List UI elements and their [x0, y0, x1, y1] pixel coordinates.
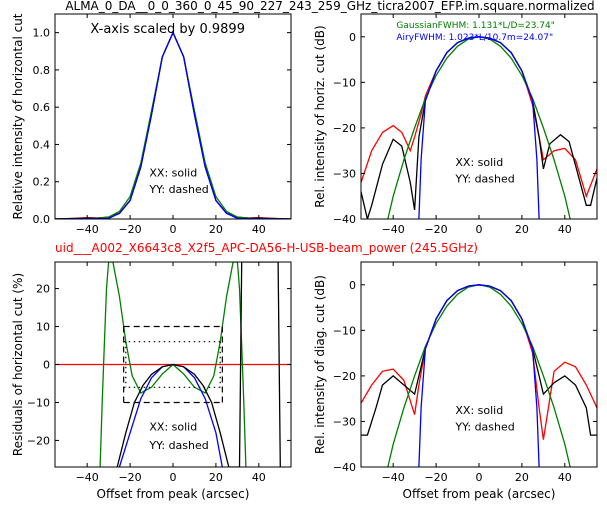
x-axis-label: Offset from peak (arcsec) [97, 487, 250, 501]
annotation: YY: dashed [454, 173, 514, 186]
y-tick-label: 1.0 [33, 27, 51, 40]
y-tick-label: 0.2 [33, 176, 51, 189]
annotation: GaussianFWHM: 1.131*L/D=23.74" [396, 21, 554, 31]
x-tick-label: 0 [476, 223, 483, 236]
x-tick-label: 40 [252, 223, 266, 236]
plot-area [55, 262, 291, 467]
y-tick-label: −40 [333, 461, 356, 474]
x-tick-label: 0 [170, 471, 177, 484]
y-tick-label: −20 [333, 370, 356, 383]
annotation: XX: solid [149, 421, 197, 434]
y-tick-label: 0.6 [33, 101, 51, 114]
x-tick-label: 20 [209, 223, 223, 236]
x-tick-label: 20 [515, 471, 529, 484]
x-tick-label: −20 [424, 471, 447, 484]
annotation: XX: solid [149, 166, 197, 179]
y-tick-label: 10 [36, 321, 50, 334]
y-tick-label: 0.8 [33, 64, 51, 77]
chart-panel-1: −40 −20 0 20 40 0.0 0.2 0.4 0.6 0.8 1.0 Relative in… [11, 13, 292, 236]
annotation: XX: solid [455, 156, 503, 169]
axes-frame [360, 13, 598, 220]
plot-area [361, 284, 597, 467]
y-tick-label: 0 [43, 359, 50, 372]
y-tick-label: 0.4 [33, 138, 51, 151]
x-tick-label: 0 [476, 471, 483, 484]
y-tick-label: 20 [36, 283, 50, 296]
y-tick-label: −20 [333, 122, 356, 135]
y-tick-label: −30 [333, 415, 356, 428]
y-tick-label: −10 [333, 324, 356, 337]
y-axis-label: Relative intensity of horizontal cut [11, 13, 25, 219]
x-axis-label: Offset from peak (arcsec) [403, 487, 556, 501]
x-tick-label: 20 [209, 471, 223, 484]
x-tick-label: 40 [558, 223, 572, 236]
annotation: XX: solid [455, 404, 503, 417]
x-tick-label: 40 [252, 471, 266, 484]
chart-panel-3: −40 −20 0 20 40 −20 −10 0 10 20 Residuals of horiz… [11, 261, 292, 501]
chart-panel-2: −40 −20 0 20 40 0 −10 −20 −30 −40 Rel. intensity o… [313, 13, 598, 236]
annotation: YY: dashed [148, 439, 208, 452]
y-tick-label: −30 [333, 167, 356, 180]
y-axis-label: Rel. intensity of horiz. cut (dB) [313, 25, 327, 207]
y-tick-label: −10 [333, 76, 356, 89]
y-tick-label: 0.0 [33, 213, 51, 226]
annotation: YY: dashed [454, 421, 514, 434]
x-tick-label: −40 [382, 223, 405, 236]
y-axis-label: Rel. intensity of diag. cut (dB) [313, 275, 327, 454]
figure-subtitle: uid___A002_X6643c8_X2f5_APC-DA56-H-USB-b… [55, 241, 478, 255]
x-tick-label: −20 [118, 471, 141, 484]
chart-panel-4: −40 −20 0 20 40 0 −10 −20 −30 −40 Rel. intensity o… [313, 261, 598, 501]
x-tick-label: 40 [558, 471, 572, 484]
annotation: X-axis scaled by 0.9899 [90, 22, 245, 37]
x-tick-label: 20 [515, 223, 529, 236]
x-tick-label: −40 [382, 471, 405, 484]
series-line-4 [418, 284, 540, 467]
x-tick-label: −40 [76, 471, 99, 484]
annotation: AiryFWHM: 1.023*L/10.7m=24.07" [396, 33, 553, 43]
y-tick-label: −10 [27, 396, 50, 409]
annotation: YY: dashed [148, 183, 208, 196]
x-tick-label: 0 [170, 223, 177, 236]
y-tick-label: −20 [27, 434, 50, 447]
y-axis-label: Residuals of horizontal cut (%) [11, 273, 25, 456]
y-tick-label: −40 [333, 213, 356, 226]
x-tick-label: −20 [424, 223, 447, 236]
plot-area [361, 36, 597, 219]
series-line-4 [55, 30, 291, 219]
y-tick-label: 0 [349, 31, 356, 44]
plot-area [55, 30, 291, 219]
series-line-4 [116, 262, 281, 467]
figure-title: ALMA_0_DA__0_0_360_0_45_90_227_243_259_G… [65, 0, 594, 13]
y-tick-label: 0 [349, 279, 356, 292]
x-tick-label: −40 [76, 223, 99, 236]
series-line-4 [418, 36, 540, 219]
x-tick-label: −20 [118, 223, 141, 236]
